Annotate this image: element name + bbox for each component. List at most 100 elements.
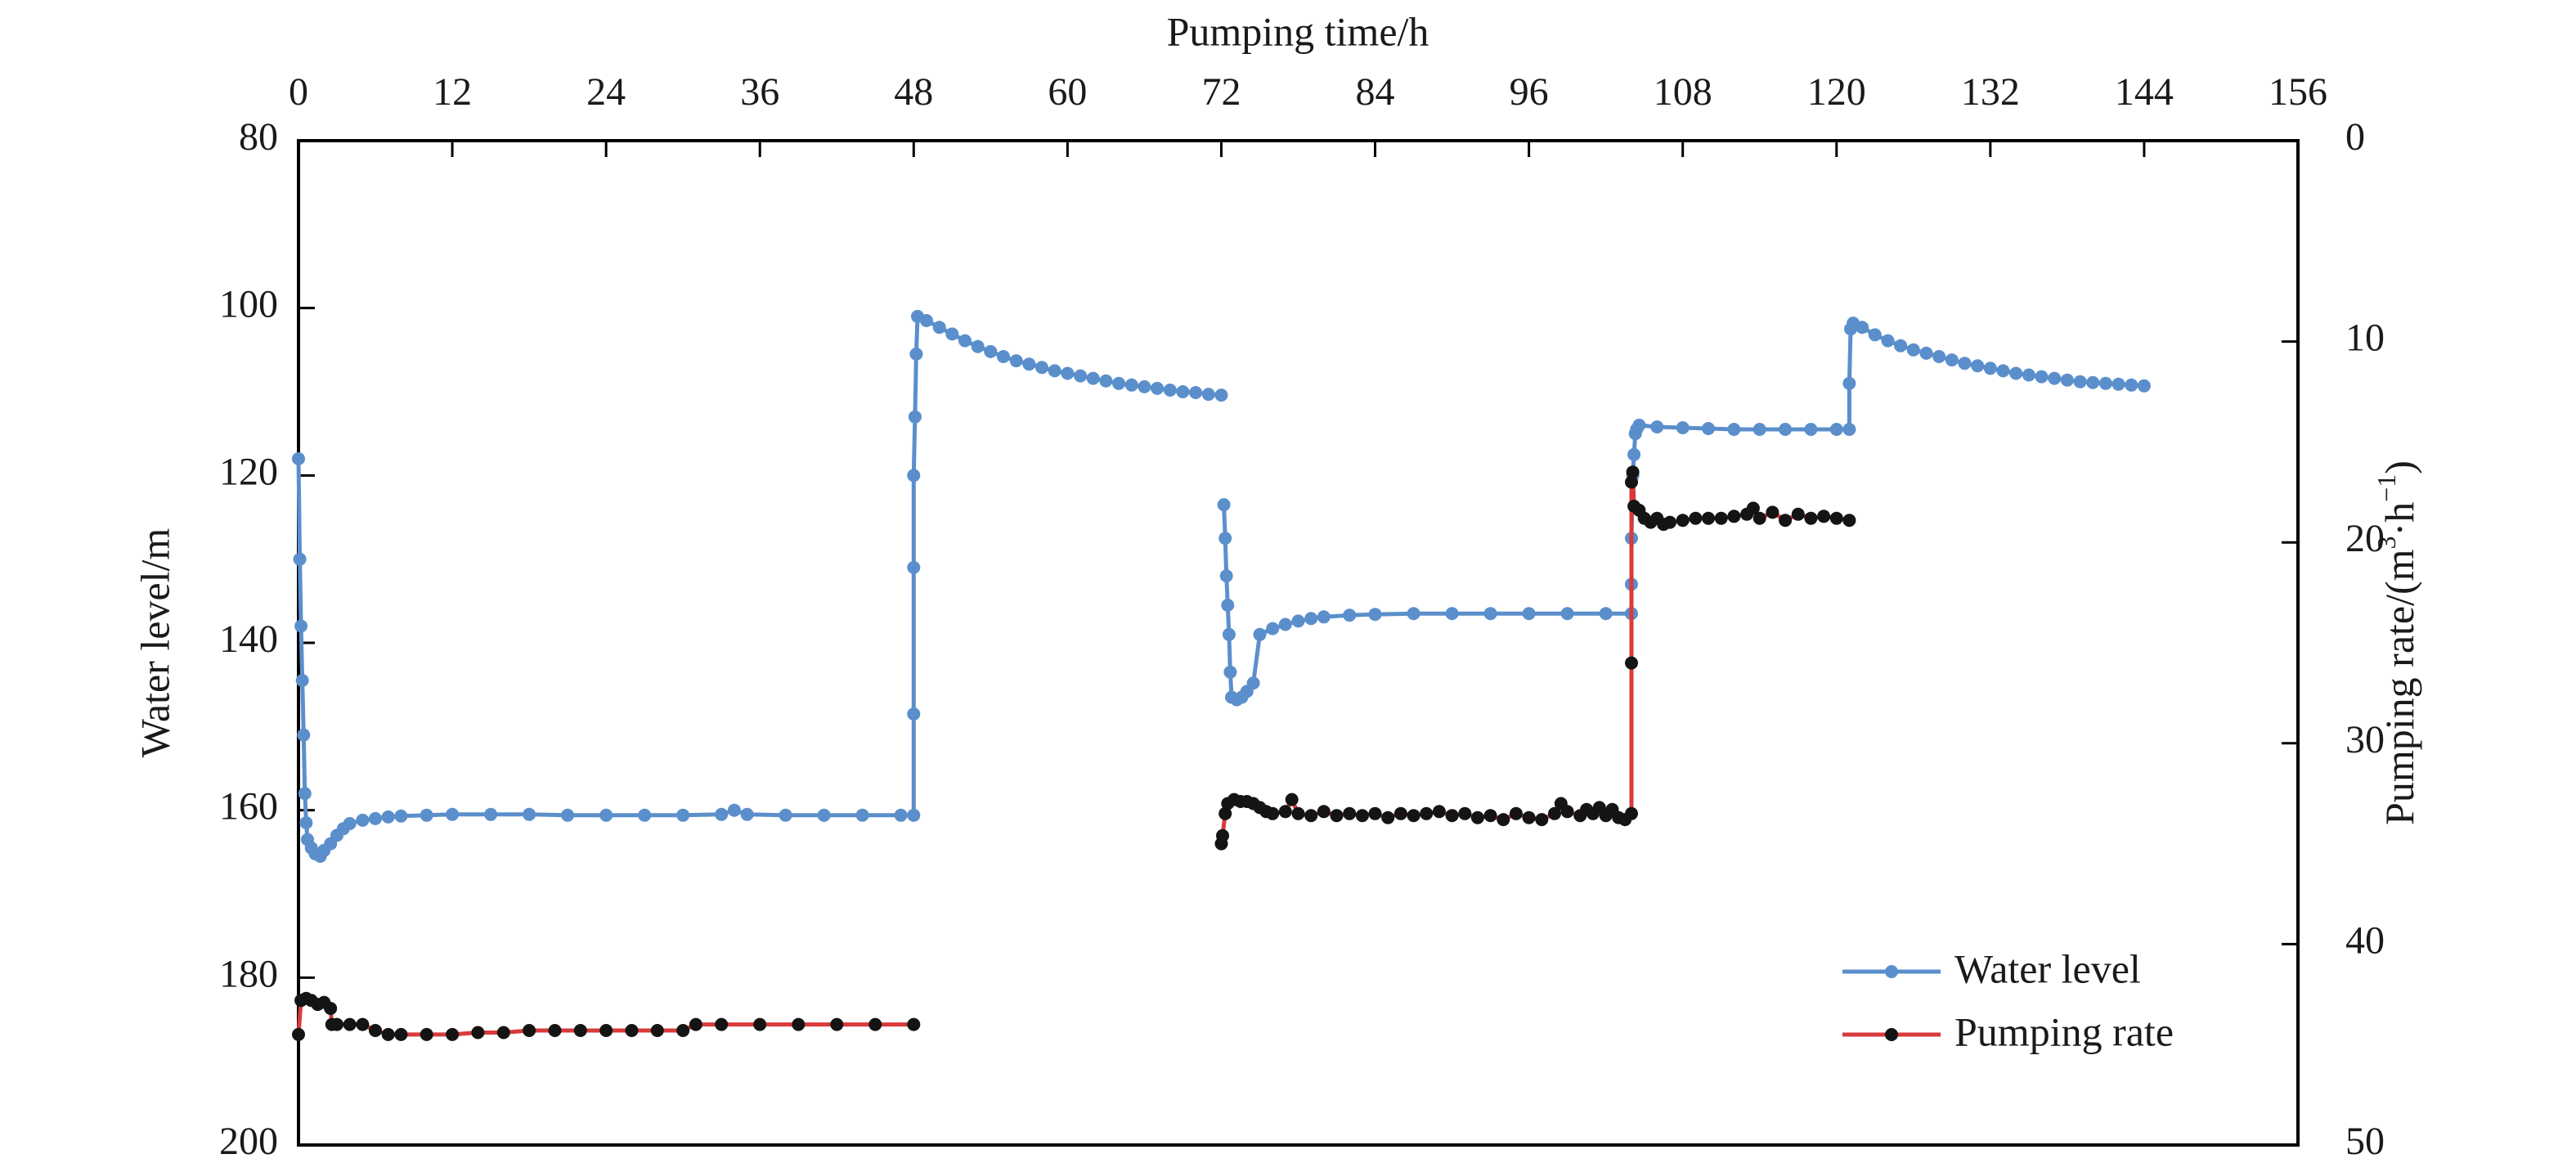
water-level-point — [1627, 447, 1641, 461]
pumping-rate-point — [1291, 806, 1305, 820]
water-level-point — [2035, 370, 2049, 384]
pumping-rate-point — [1432, 805, 1446, 819]
water-level-point — [971, 339, 985, 353]
water-level-point — [1163, 384, 1177, 397]
water-level-point — [1086, 371, 1100, 385]
water-level-point — [1074, 369, 1088, 383]
pumping-rate-point — [369, 1024, 382, 1037]
pumping-rate-point — [1483, 809, 1497, 823]
water-level-point — [1266, 622, 1280, 635]
pumping-rate-point — [548, 1024, 562, 1037]
water-level-point — [945, 327, 959, 341]
water-level-point — [394, 809, 408, 823]
water-level-point — [1932, 350, 1946, 363]
pumping-rate-point — [676, 1024, 690, 1037]
water-level-point — [1217, 498, 1231, 512]
legend-pumping-rate-marker — [1885, 1028, 1898, 1041]
water-level-point — [1317, 610, 1331, 624]
pumping-rate-point — [1752, 511, 1766, 525]
water-level-point — [958, 334, 972, 348]
pumping-rate-point — [420, 1027, 433, 1041]
water-level-point — [1804, 423, 1818, 436]
left-y-tick-label: 200 — [219, 1120, 278, 1163]
water-level-point — [1560, 607, 1574, 621]
legend: Water level Pumping rate — [1842, 945, 2174, 1054]
water-level-point — [1278, 617, 1292, 631]
water-level-point — [1702, 422, 1715, 435]
water-level-point — [1632, 418, 1646, 432]
x-tick-label: 108 — [1654, 70, 1712, 114]
pumping-rate-point — [1420, 806, 1434, 820]
water-level-point — [1958, 357, 1972, 370]
left-y-tick-label: 80 — [239, 115, 278, 159]
water-level-point — [1223, 665, 1237, 679]
water-level-point — [932, 321, 946, 335]
pumping-rate-point — [1689, 511, 1703, 525]
water-level-point — [446, 807, 460, 821]
pumping-rate-point — [1445, 809, 1459, 823]
water-level-line — [296, 314, 1222, 859]
water-level-point — [1919, 346, 1933, 360]
pumping-rate-series — [292, 465, 1856, 1041]
water-level-point — [908, 410, 922, 424]
pumping-rate-point — [1317, 805, 1331, 819]
pumping-rate-point — [573, 1024, 587, 1037]
pumping-rate-point — [324, 1002, 338, 1015]
right-y-tick-label: 50 — [2345, 1120, 2385, 1163]
water-level-point — [1983, 361, 1997, 375]
pumping-rate-point — [1714, 511, 1728, 525]
x-tick-label: 0 — [289, 70, 308, 114]
water-level-point — [561, 808, 575, 822]
pumping-rate-point — [446, 1027, 460, 1041]
water-level-point — [292, 451, 305, 465]
pumping-rate-point — [1766, 505, 1779, 519]
water-level-point — [293, 552, 307, 566]
water-level-point — [907, 469, 921, 483]
water-level-point — [297, 728, 311, 742]
water-level-point — [1779, 423, 1793, 436]
water-level-point — [2112, 377, 2125, 391]
water-level-point — [1138, 379, 1151, 393]
water-level-point — [1650, 420, 1664, 433]
pumping-rate-point — [830, 1017, 844, 1031]
pumping-rate-point — [343, 1017, 357, 1031]
pumping-rate-point — [1216, 828, 1229, 842]
x-tick-label: 96 — [1510, 70, 1549, 114]
water-level-point — [1881, 334, 1895, 348]
water-level-point — [727, 803, 741, 817]
pumping-rate-point — [715, 1017, 729, 1031]
left-y-axis-title: Water level/m — [132, 528, 177, 758]
legend-water-level-marker — [1885, 965, 1898, 978]
water-level-point — [298, 787, 312, 801]
pumping-rate-point — [1626, 465, 1640, 479]
water-level-point — [1009, 354, 1023, 368]
water-level-point — [2086, 375, 2100, 389]
pumping-rate-point — [381, 1027, 395, 1041]
water-level-point — [2098, 376, 2112, 390]
water-level-point — [356, 813, 370, 827]
pumping-rate-point — [1330, 809, 1344, 823]
water-level-line — [1222, 321, 2145, 703]
pumping-rate-point — [650, 1024, 664, 1037]
pumping-rate-point — [792, 1017, 806, 1031]
water-level-point — [909, 347, 923, 361]
right-y-axis-title: Pumping rate/(m3·h−1) — [2372, 460, 2422, 825]
water-level-point — [294, 619, 308, 633]
pumping-rate-point — [1625, 806, 1638, 820]
water-level-point — [1894, 339, 1908, 352]
pumping-rate-point — [394, 1027, 408, 1041]
pumping-rate-point — [1625, 475, 1638, 489]
water-level-point — [1048, 364, 1061, 378]
pumping-rate-point — [1829, 511, 1843, 525]
x-tick-label: 132 — [1961, 70, 2020, 114]
pumping-rate-point — [868, 1017, 882, 1031]
water-level-point — [1752, 423, 1766, 436]
water-level-point — [1445, 607, 1459, 621]
pumping-rate-point — [1509, 806, 1523, 820]
water-level-point — [2137, 379, 2151, 393]
pumping-rate-point — [1625, 656, 1638, 670]
series-layer — [292, 309, 2151, 1041]
water-level-point — [1599, 607, 1613, 621]
pumping-rate-point — [1343, 806, 1357, 820]
right-y-tick-label: 10 — [2345, 317, 2385, 360]
